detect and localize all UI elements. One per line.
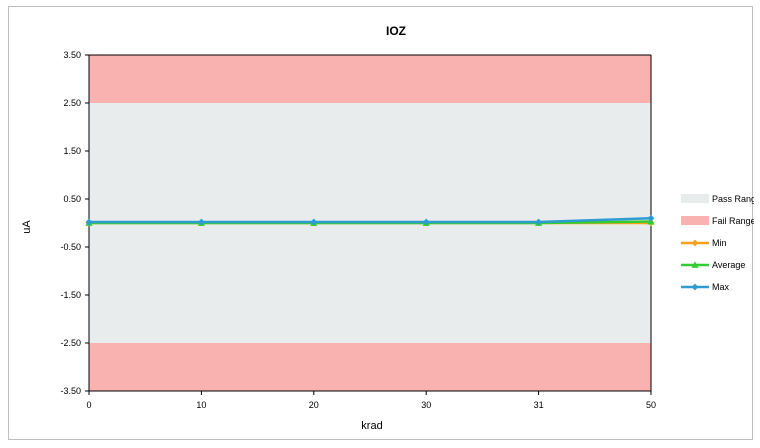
max-point — [422, 218, 430, 226]
max-point — [85, 218, 93, 226]
legend-marker-max — [691, 283, 699, 291]
legend-label-average: Average — [712, 260, 745, 270]
x-tick-label: 50 — [646, 400, 656, 410]
fail-range-band-1 — [89, 55, 651, 103]
y-axis-label: uA — [21, 220, 33, 234]
legend-label-max: Max — [712, 282, 730, 292]
y-tick-label: 0.50 — [63, 194, 81, 204]
y-tick-label: 2.50 — [63, 98, 81, 108]
plot-area: 3.50 2.50 1.50 0.50 -0.50 -1.50 -2.50 -3.50 0 10 2… — [60, 50, 656, 410]
legend-swatch-fail-range — [681, 216, 709, 225]
max-point — [647, 214, 655, 222]
chart-svg: IOZ uA krad 3.50 2.50 1.50 0.50 -0.50 -1.50 -2… — [21, 24, 754, 432]
y-tick-label: 1.50 — [63, 146, 81, 156]
legend-label-min: Min — [712, 238, 727, 248]
x-tick-label: 30 — [421, 400, 431, 410]
fail-range-band-2 — [89, 343, 651, 391]
max-point — [198, 218, 205, 226]
max-point — [310, 218, 318, 226]
legend-marker-min — [691, 239, 699, 247]
x-tick-label: 20 — [309, 400, 319, 410]
chart-title: IOZ — [386, 24, 406, 38]
chart-frame: IOZ uA krad 3.50 2.50 1.50 0.50 -0.50 -1.50 -2… — [8, 6, 754, 440]
x-tick-label: 10 — [196, 400, 206, 410]
max-point — [535, 218, 542, 226]
x-axis-label: krad — [361, 420, 382, 432]
max-series-line — [89, 216, 652, 224]
y-tick-label: -1.50 — [60, 290, 81, 300]
legend-swatch-pass-range — [681, 194, 709, 203]
y-tick-label: -2.50 — [60, 338, 81, 348]
x-tick-label: 0 — [86, 400, 91, 410]
legend: Pass Range Fail Range Min Average Max — [681, 194, 754, 292]
y-tick-label: 3.50 — [63, 50, 81, 60]
legend-label-fail-range: Fail Range — [712, 216, 754, 226]
y-tick-label: -0.50 — [60, 242, 81, 252]
legend-marker-average — [691, 261, 699, 268]
legend-label-pass-range: Pass Range — [712, 194, 754, 204]
x-tick-label: 31 — [534, 400, 544, 410]
y-tick-label: -3.50 — [60, 386, 81, 396]
